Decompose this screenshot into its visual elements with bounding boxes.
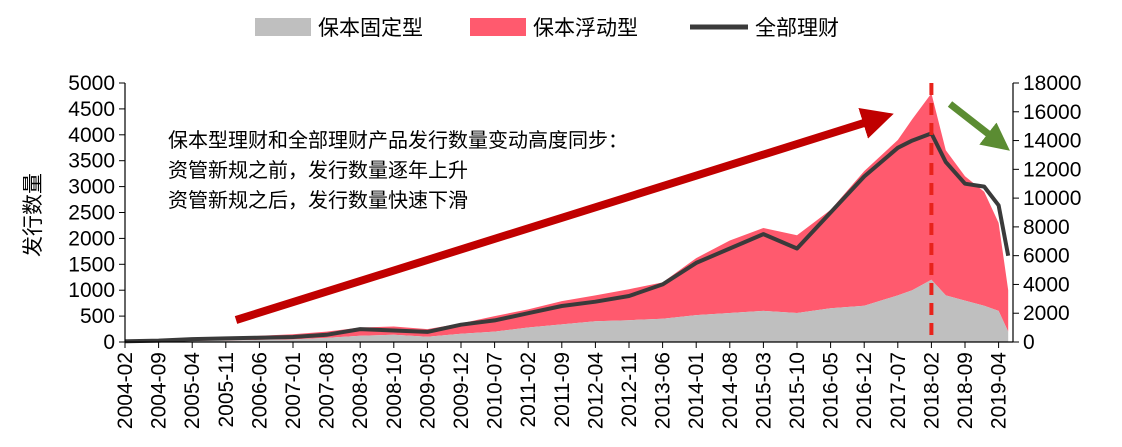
x-tick-label: 2012-04 [584,352,607,429]
x-tick-label: 2016-05 [820,352,843,429]
annotation-line-2: 资管新规之前，发行数量逐年上升 [168,158,468,182]
falling-trend-arrow [947,101,1010,151]
left-tick-label: 3000 [68,176,115,199]
x-tick-label: 2005-11 [215,352,238,428]
right-tick-label: 4000 [1023,273,1070,296]
left-tick-label: 5000 [68,72,115,95]
legend-swatch-fixed [255,18,311,36]
x-tick-label: 2007-01 [282,352,305,429]
right-tick-label: 2000 [1023,302,1070,325]
left-tick-label: 4500 [68,98,115,121]
x-tick-label: 2014-01 [685,352,708,429]
legend-label-fixed: 保本固定型 [318,16,423,40]
x-tick-label: 2009-05 [416,352,439,429]
x-tick-label: 2006-06 [248,352,271,429]
legend-label-floating: 保本浮动型 [533,16,638,40]
left-tick-label: 0 [103,331,115,354]
x-tick-label: 2015-10 [786,352,809,429]
legend: 保本固定型 保本浮动型 全部理财 [255,16,839,40]
x-tick-label: 2012-11 [618,352,641,428]
right-tick-label: 14000 [1023,130,1081,153]
legend-swatch-floating [470,18,526,36]
x-tick-label: 2009-12 [450,352,473,429]
annotation-line-1: 保本型理财和全部理财产品发行数量变动高度同步： [168,128,628,152]
x-tick-label: 2007-08 [316,352,339,429]
left-tick-label: 1000 [68,279,115,302]
left-tick-label: 4000 [68,124,115,147]
x-tick-label: 2008-03 [349,352,372,429]
left-tick-label: 3500 [68,150,115,173]
x-tick-label: 2015-03 [752,352,775,429]
x-tick-label: 2011-09 [551,352,574,428]
axes-layer: 0500100015002000250030003500400045005000… [68,72,1081,429]
x-tick-label: 2017-07 [887,352,910,429]
x-tick-label: 2019-04 [988,352,1011,429]
right-tick-label: 6000 [1023,245,1070,268]
right-tick-label: 12000 [1023,158,1081,181]
x-tick-label: 2008-10 [383,352,406,429]
left-tick-label: 1500 [68,253,115,276]
left-tick-label: 500 [80,305,115,328]
y-axis-label: 发行数量 [21,173,45,257]
x-tick-label: 2016-12 [853,352,876,429]
rising-trend-arrow [234,108,894,324]
x-tick-label: 2018-09 [954,352,977,429]
right-tick-label: 0 [1023,331,1035,354]
x-tick-label: 2018-02 [920,352,943,429]
right-tick-label: 8000 [1023,216,1070,239]
series-area-fixed [125,279,1009,342]
series-area-floating [125,93,1009,342]
annotation-line-3: 资管新规之后，发行数量快速下滑 [168,188,468,212]
line-layer [124,83,1011,344]
right-tick-label: 10000 [1023,187,1081,210]
x-tick-label: 2014-08 [719,352,742,429]
x-tick-label: 2004-02 [114,352,137,429]
left-tick-label: 2000 [68,227,115,250]
x-tick-label: 2011-02 [517,352,540,428]
area-layer [125,93,1009,342]
annotation: 保本型理财和全部理财产品发行数量变动高度同步： 资管新规之前，发行数量逐年上升 … [168,128,628,212]
x-tick-label: 2005-04 [181,352,204,429]
right-tick-label: 18000 [1023,72,1081,95]
left-tick-label: 2500 [68,202,115,225]
x-tick-label: 2013-06 [652,352,675,429]
legend-label-total: 全部理财 [755,16,839,40]
x-tick-label: 2010-07 [484,352,507,429]
right-tick-label: 16000 [1023,101,1081,124]
x-tick-label: 2004-09 [148,352,171,429]
